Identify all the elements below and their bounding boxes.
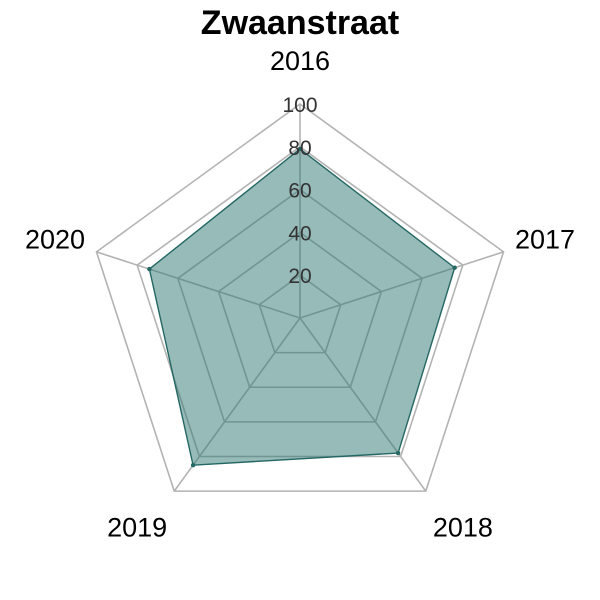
tick-label: 80 [288,137,311,160]
category-labels: 2016 2017 2018 2019 2020 [25,46,575,543]
tick-labels: 20 40 60 80 100 [282,94,317,288]
series-area [148,148,456,466]
tick-label: 60 [288,180,311,203]
category-label: 2017 [515,224,575,254]
data-point [452,265,457,270]
category-label: 2020 [25,224,85,254]
data-point [190,462,196,468]
chart-title: Zwaanstraat [201,4,399,42]
tick-label: 20 [288,265,311,288]
category-label: 2019 [107,513,167,543]
category-label: 2018 [433,513,493,543]
category-label: 2016 [270,46,330,76]
grid-ring [95,103,505,492]
tick-label: 100 [282,94,317,117]
series-layer [147,146,457,468]
data-point [395,450,401,456]
data-point [297,146,303,152]
tick-label: 40 [288,222,311,245]
data-point [147,266,152,272]
